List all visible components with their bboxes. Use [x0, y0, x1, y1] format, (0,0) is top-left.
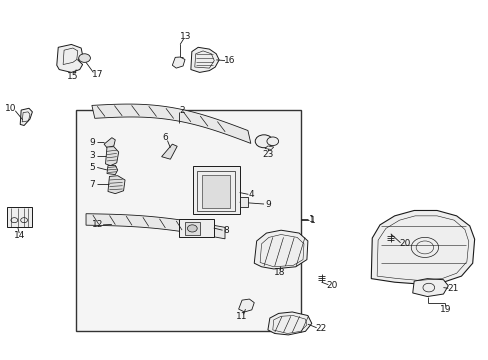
Polygon shape	[108, 176, 125, 194]
Text: 3: 3	[89, 151, 95, 160]
Circle shape	[79, 54, 90, 62]
Polygon shape	[105, 147, 119, 166]
Text: 7: 7	[89, 180, 95, 189]
Text: 22: 22	[315, 324, 326, 333]
Text: 1: 1	[308, 215, 314, 224]
Polygon shape	[172, 57, 184, 68]
Polygon shape	[92, 104, 250, 143]
Text: 9: 9	[264, 199, 270, 208]
Bar	[197, 171, 235, 211]
Text: 17: 17	[91, 71, 103, 80]
Polygon shape	[238, 299, 254, 312]
Text: 2: 2	[179, 105, 184, 114]
Polygon shape	[412, 279, 447, 297]
Polygon shape	[161, 144, 177, 159]
Bar	[6, 207, 32, 227]
Polygon shape	[254, 230, 307, 269]
Text: 23: 23	[262, 150, 273, 159]
Text: 19: 19	[439, 305, 450, 314]
Polygon shape	[20, 108, 32, 126]
Text: 18: 18	[273, 268, 285, 277]
Polygon shape	[104, 138, 115, 148]
Polygon shape	[86, 214, 224, 239]
Text: 21: 21	[447, 284, 458, 293]
Bar	[201, 175, 229, 208]
Circle shape	[255, 135, 272, 148]
Text: 20: 20	[326, 281, 337, 290]
Text: 4: 4	[248, 190, 254, 199]
Bar	[184, 222, 199, 234]
Text: 12: 12	[91, 220, 102, 229]
Polygon shape	[370, 211, 474, 284]
Text: 20: 20	[399, 239, 410, 248]
Polygon shape	[264, 146, 273, 149]
Polygon shape	[57, 44, 82, 72]
Text: 6: 6	[163, 133, 168, 142]
Polygon shape	[190, 47, 219, 72]
Bar	[76, 110, 300, 330]
Text: 15: 15	[67, 72, 79, 81]
Text: 10: 10	[5, 104, 16, 113]
Bar	[178, 219, 213, 237]
Text: 9: 9	[89, 138, 95, 147]
Bar	[193, 166, 239, 214]
Polygon shape	[267, 312, 311, 335]
Text: 16: 16	[224, 56, 235, 65]
Polygon shape	[107, 165, 118, 175]
Text: 13: 13	[180, 32, 191, 41]
Circle shape	[266, 137, 278, 145]
Text: 11: 11	[236, 312, 247, 321]
Text: 8: 8	[223, 226, 229, 235]
Circle shape	[187, 225, 197, 232]
Text: 1: 1	[309, 216, 315, 225]
Text: 5: 5	[89, 163, 95, 172]
Bar	[239, 197, 248, 207]
Text: 14: 14	[14, 231, 25, 240]
